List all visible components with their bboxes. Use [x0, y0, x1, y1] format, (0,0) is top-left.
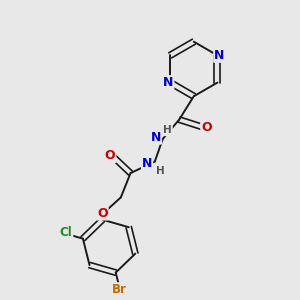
Text: N: N [142, 157, 152, 170]
Text: O: O [105, 149, 116, 162]
Text: H: H [156, 166, 165, 176]
Text: N: N [163, 76, 173, 89]
Text: O: O [97, 206, 108, 220]
Text: O: O [201, 121, 212, 134]
Text: Br: Br [112, 283, 127, 296]
Text: Cl: Cl [60, 226, 72, 239]
Text: N: N [151, 130, 161, 144]
Text: N: N [214, 49, 224, 62]
Text: H: H [163, 125, 172, 135]
